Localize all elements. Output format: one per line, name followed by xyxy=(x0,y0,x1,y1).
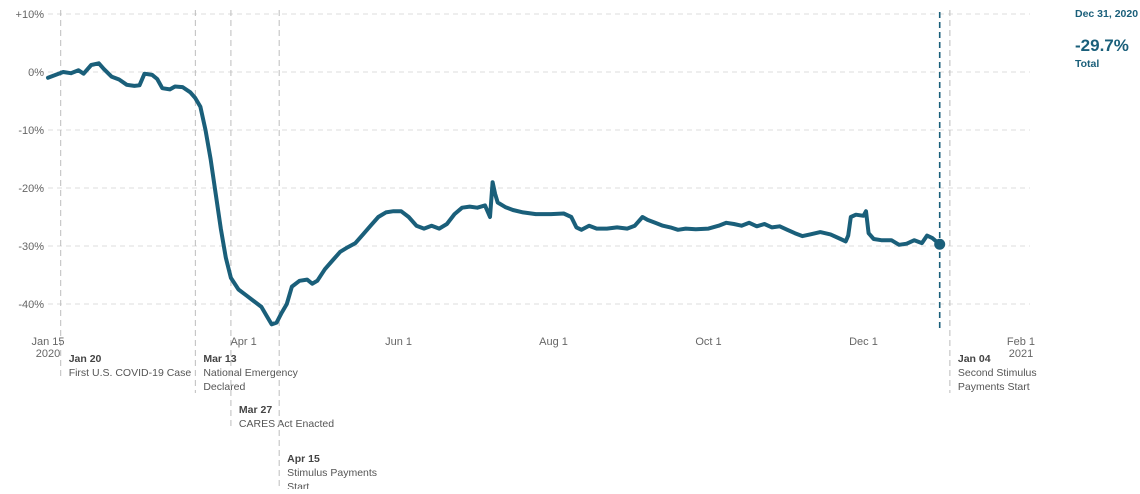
x-tick-label: Feb 1 xyxy=(1007,336,1035,348)
x-tick-label: Aug 1 xyxy=(539,336,568,348)
highlight: Dec 31, 2020 -29.7% Total xyxy=(934,8,1138,330)
event-description: National Emergency xyxy=(203,367,298,379)
event-description: Declared xyxy=(203,381,245,393)
y-tick-label: +10% xyxy=(16,9,45,21)
series-line xyxy=(46,61,942,327)
event-date-label: Apr 15 xyxy=(287,453,320,465)
event-description: Payments Start xyxy=(958,381,1030,393)
event-date-label: Jan 20 xyxy=(69,353,102,365)
x-tick-label: Jan 15 xyxy=(31,336,64,348)
event-date-label: Mar 27 xyxy=(239,404,272,416)
highlight-label: Total xyxy=(1075,58,1099,70)
event-description: Second Stimulus xyxy=(958,367,1037,379)
event-date-label: Jan 04 xyxy=(958,353,991,365)
y-tick-label: -30% xyxy=(18,241,44,253)
y-tick-label: -20% xyxy=(18,183,44,195)
gridlines xyxy=(30,13,1030,305)
event-description: Stimulus Payments xyxy=(287,467,377,479)
x-tick-label: Dec 1 xyxy=(849,336,878,348)
highlight-point xyxy=(934,238,946,250)
event-description: Start xyxy=(287,481,309,489)
x-tick-label: 2021 xyxy=(1009,348,1033,360)
event-description: First U.S. COVID-19 Case xyxy=(69,367,192,379)
y-tick-label: -10% xyxy=(18,125,44,137)
highlight-value: -29.7% xyxy=(1075,36,1129,55)
x-tick-label: Jun 1 xyxy=(385,336,412,348)
event-markers: Jan 20 First U.S. COVID-19 Case Mar 13 Nati… xyxy=(60,10,1037,493)
series xyxy=(46,61,942,327)
x-tick-label: Apr 1 xyxy=(230,336,256,348)
x-tick-label: Oct 1 xyxy=(695,336,721,348)
y-tick-label: 0% xyxy=(28,67,44,79)
y-tick-label: -40% xyxy=(18,299,44,311)
x-tick-label: 2020 xyxy=(36,348,60,360)
event-description: CARES Act Enacted xyxy=(239,418,334,430)
highlight-date: Dec 31, 2020 xyxy=(1075,8,1138,20)
event-date-label: Mar 13 xyxy=(203,353,236,365)
